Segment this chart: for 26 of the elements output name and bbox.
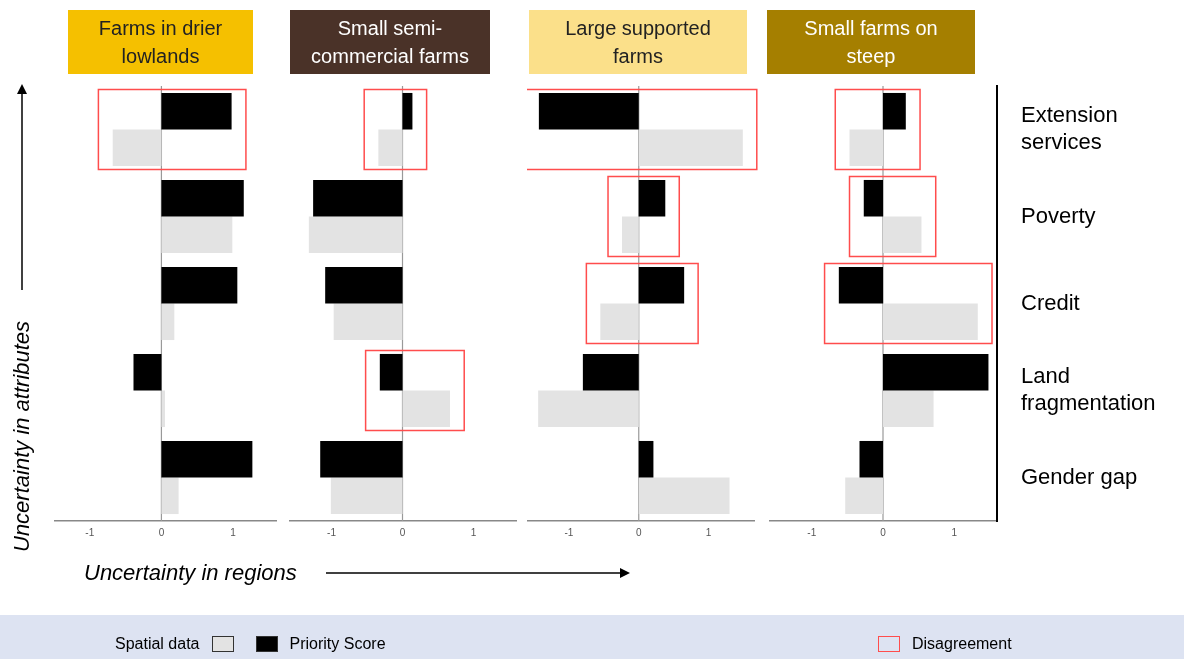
- x-tick-label: 0: [399, 526, 406, 538]
- x-tick-label: 1: [470, 526, 477, 538]
- legend-label: Priority Score: [289, 635, 386, 653]
- x-tick-label: -1: [85, 526, 95, 538]
- chart-title: Farms in drier lowlands: [97, 16, 224, 69]
- y-tick-label: Extension services: [1021, 102, 1118, 154]
- text: Spatial data: [115, 635, 200, 653]
- x-tick-label: -1: [327, 526, 337, 538]
- y-tick-label: Gender gap: [1021, 463, 1138, 489]
- y-tick-label: Poverty: [1021, 202, 1096, 228]
- x-tick-label: 1: [951, 526, 958, 538]
- x-tick-label: 0: [635, 526, 642, 538]
- chart-title: Small semi-commercial farms: [310, 16, 470, 69]
- x-tick-label: -1: [564, 526, 574, 538]
- text: Disagreement: [912, 635, 1012, 653]
- chart-title: Small farms on steep: [803, 16, 939, 69]
- chart-title: Large supported farms: [564, 16, 712, 69]
- y-axis-title: Uncertainty in attributes: [8, 320, 35, 552]
- x-tick-label: 1: [230, 526, 237, 538]
- x-tick-label: -1: [807, 526, 817, 538]
- x-axis-title: Uncertainty in regions: [84, 559, 297, 587]
- y-tick-label: Land fragmentation: [1021, 363, 1156, 415]
- x-tick-label: 0: [158, 526, 165, 538]
- x-tick-label: 0: [880, 526, 887, 538]
- x-tick-label: 1: [705, 526, 712, 538]
- y-tick-label: Credit: [1021, 289, 1080, 315]
